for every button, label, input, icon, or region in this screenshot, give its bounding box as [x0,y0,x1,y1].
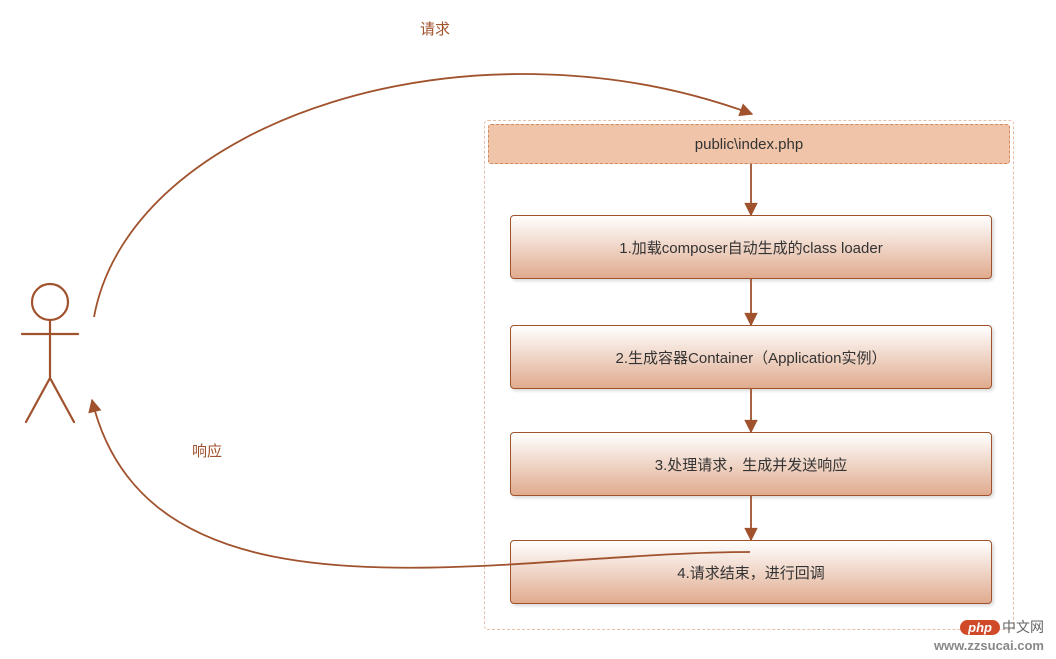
step-4-label: 4.请求结束，进行回调 [677,562,825,583]
container-header-label: public\index.php [695,136,803,153]
watermark-line-1: php中文网 [960,617,1044,637]
step-1-label: 1.加载composer自动生成的class loader [619,237,882,258]
request-edge-label: 请求 [420,18,450,39]
response-edge-label: 响应 [192,440,222,461]
container-header: public\index.php [488,124,1010,164]
step-4-box: 4.请求结束，进行回调 [510,540,992,604]
step-3-label: 3.处理请求，生成并发送响应 [655,454,848,475]
watermark-line-2: www.zzsucai.com [934,638,1044,653]
diagram-canvas: 请求 响应 public\index.php 1.加载composer自动生成的… [0,0,1056,659]
actor-icon [18,282,82,424]
php-badge-icon: php [960,620,1000,635]
step-2-label: 2.生成容器Container（Application实例） [616,347,887,368]
step-2-box: 2.生成容器Container（Application实例） [510,325,992,389]
step-3-box: 3.处理请求，生成并发送响应 [510,432,992,496]
watermark-text-1: 中文网 [1002,619,1044,635]
step-1-box: 1.加载composer自动生成的class loader [510,215,992,279]
